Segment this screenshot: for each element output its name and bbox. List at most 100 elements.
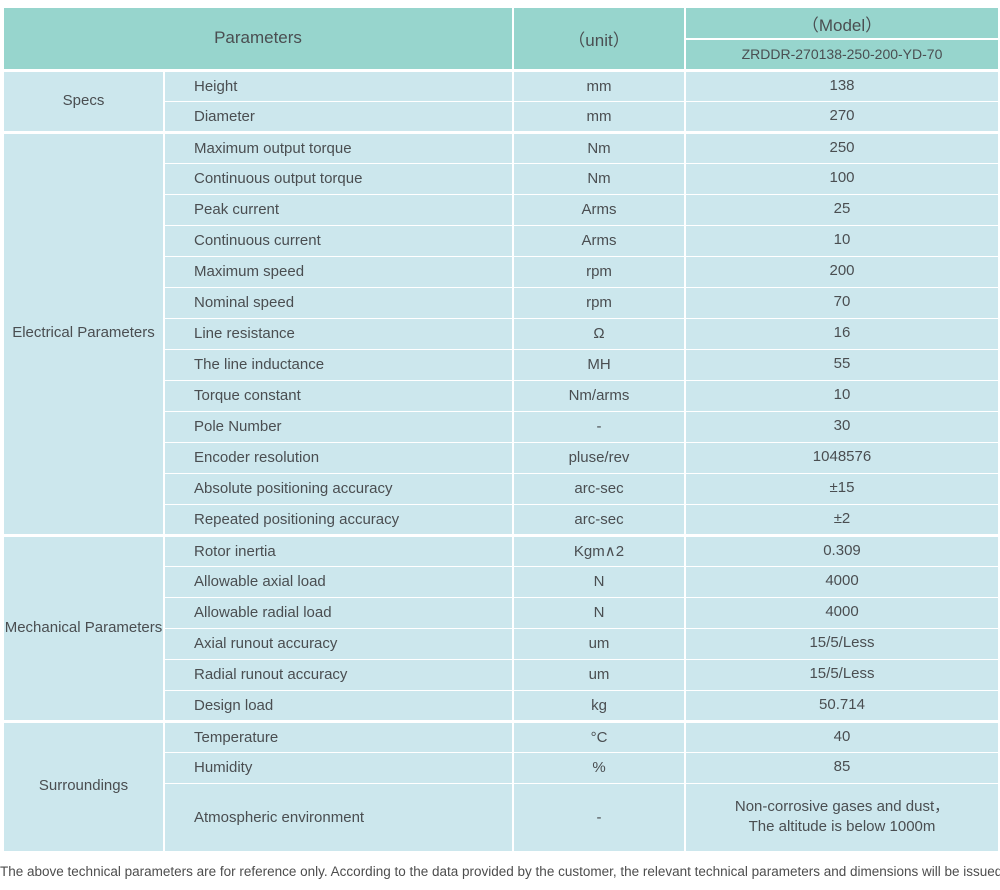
unit-value: mm xyxy=(512,100,686,133)
parameter-name: Repeated positioning accuracy xyxy=(163,503,514,536)
unit-value: kg xyxy=(512,689,686,722)
unit-value: Arms xyxy=(512,193,686,226)
table-row: Atmospheric environment - Non-corrosive ga… xyxy=(3,782,1000,852)
parameter-name: Diameter xyxy=(163,100,514,133)
parameter-name: Encoder resolution xyxy=(163,441,514,474)
unit-value: arc-sec xyxy=(512,472,686,505)
model-value: 50.714 xyxy=(684,689,1000,722)
table-row: Pole Number -30 xyxy=(3,410,1000,443)
table-row: Peak current Arms 25 xyxy=(3,193,1000,226)
parameter-name: Line resistance xyxy=(163,317,514,350)
unit-value: rpm xyxy=(512,255,686,288)
model-value: 100 xyxy=(684,162,1000,195)
spec-sheet-page: Parameters （unit） （Model） ZRDDR-270138-2… xyxy=(0,8,1000,890)
table-row: Maximum speed rpm 200 xyxy=(3,255,1000,288)
table-row: Electrical Parameters Maximum output torq… xyxy=(2,130,1000,536)
model-value: 70 xyxy=(684,286,1000,319)
section-label: Surroundings xyxy=(2,719,165,852)
parameter-name: Torque constant xyxy=(163,379,514,412)
unit-value: - xyxy=(512,782,686,852)
table-row: Mechanical Parameters Rotor inertia Kgm∧2 0… xyxy=(2,533,1000,722)
unit-value: Nm xyxy=(512,162,686,195)
unit-value: um xyxy=(512,658,686,691)
model-value: 0.309 xyxy=(684,533,1000,567)
unit-value: um xyxy=(512,627,686,660)
model-value: 15/5/Less xyxy=(684,627,1000,660)
model-value: 4000 xyxy=(684,596,1000,629)
model-value: 270 xyxy=(684,100,1000,133)
parameter-name: Rotor inertia xyxy=(163,533,514,567)
spec-table-body: Specs Height mm 138 Diameter mm 270 Electrical … xyxy=(2,68,1000,852)
model-value: 10 xyxy=(684,379,1000,412)
parameter-name: Atmospheric environment xyxy=(163,782,514,852)
table-row: Humidity% 85 xyxy=(3,751,1000,784)
model-value: 30 xyxy=(684,410,1000,443)
table-row: Surroundings Temperature °C 40 xyxy=(2,719,1000,852)
unit-value: Nm xyxy=(512,130,686,164)
table-row: Continuous current Arms 10 xyxy=(3,224,1000,257)
parameter-name: Allowable axial load xyxy=(163,565,514,598)
table-row: Encoder resolution pluse/rev 1048576 xyxy=(3,441,1000,474)
parameter-name: Peak current xyxy=(163,193,514,226)
model-value: 25 xyxy=(684,193,1000,226)
section-label: Electrical Parameters xyxy=(2,130,165,536)
table-row: Axial runout accuracy um 15/5/Less xyxy=(3,627,1000,660)
header-model-value: ZRDDR-270138-250-200-YD-70 xyxy=(684,39,1000,70)
parameter-name: Radial runout accuracy xyxy=(163,658,514,691)
section-label: Mechanical Parameters xyxy=(2,533,165,722)
model-value: 15/5/Less xyxy=(684,658,1000,691)
parameter-name: Continuous output torque xyxy=(163,162,514,195)
table-row: Torque constant Nm/arms 10 xyxy=(3,379,1000,412)
model-value: 10 xyxy=(684,224,1000,257)
parameter-name: The line inductance xyxy=(163,348,514,381)
table-row: Diameter mm 270 xyxy=(3,100,1000,133)
unit-value: N xyxy=(512,596,686,629)
unit-value: rpm xyxy=(512,286,686,319)
parameter-name: Height xyxy=(163,68,514,102)
table-row: Nominal speed rpm 70 xyxy=(3,286,1000,319)
model-value: 40 xyxy=(684,719,1000,753)
section-label: Specs xyxy=(2,68,165,133)
model-value: 1048576 xyxy=(684,441,1000,474)
parameter-name: Axial runout accuracy xyxy=(163,627,514,660)
model-value: ±2 xyxy=(684,503,1000,536)
table-row: The line inductance MH 55 xyxy=(3,348,1000,381)
footer-note: The above technical parameters are for r… xyxy=(0,863,1000,879)
unit-value: Ω xyxy=(512,317,686,350)
model-value: 55 xyxy=(684,348,1000,381)
model-value: 4000 xyxy=(684,565,1000,598)
unit-value: % xyxy=(512,751,686,784)
table-row: Design load kg 50.714 xyxy=(3,689,1000,722)
parameter-name: Humidity xyxy=(163,751,514,784)
table-row: Specs Height mm 138 xyxy=(2,68,1000,133)
unit-value: Nm/arms xyxy=(512,379,686,412)
parameter-name: Maximum speed xyxy=(163,255,514,288)
model-value: 16 xyxy=(684,317,1000,350)
model-value: 138 xyxy=(684,68,1000,102)
unit-value: N xyxy=(512,565,686,598)
unit-value: Kgm∧2 xyxy=(512,533,686,567)
parameter-name: Maximum output torque xyxy=(163,130,514,164)
header-unit-label: （unit） xyxy=(512,8,686,70)
model-value: 85 xyxy=(684,751,1000,784)
model-value: 250 xyxy=(684,130,1000,164)
parameter-name: Continuous current xyxy=(163,224,514,257)
table-row: Line resistance Ω 16 xyxy=(3,317,1000,350)
spec-table-header: Parameters （unit） （Model） ZRDDR-270138-2… xyxy=(2,8,1000,70)
parameter-name: Design load xyxy=(163,689,514,722)
table-row: Allowable axial load N 4000 xyxy=(3,565,1000,598)
model-value: 200 xyxy=(684,255,1000,288)
parameter-name: Nominal speed xyxy=(163,286,514,319)
table-row: Continuous output torque Nm 100 xyxy=(3,162,1000,195)
unit-value: - xyxy=(512,410,686,443)
spec-table: Parameters （unit） （Model） ZRDDR-270138-2… xyxy=(2,8,1000,852)
parameter-name: Absolute positioning accuracy xyxy=(163,472,514,505)
unit-value: MH xyxy=(512,348,686,381)
model-value: ±15 xyxy=(684,472,1000,505)
model-value: Non-corrosive gases and dust， The altitu… xyxy=(684,782,1000,852)
header-parameters-label: Parameters xyxy=(2,8,514,70)
parameter-name: Pole Number xyxy=(163,410,514,443)
unit-value: mm xyxy=(512,68,686,102)
header-model-label: （Model） xyxy=(684,8,1000,40)
unit-value: arc-sec xyxy=(512,503,686,536)
